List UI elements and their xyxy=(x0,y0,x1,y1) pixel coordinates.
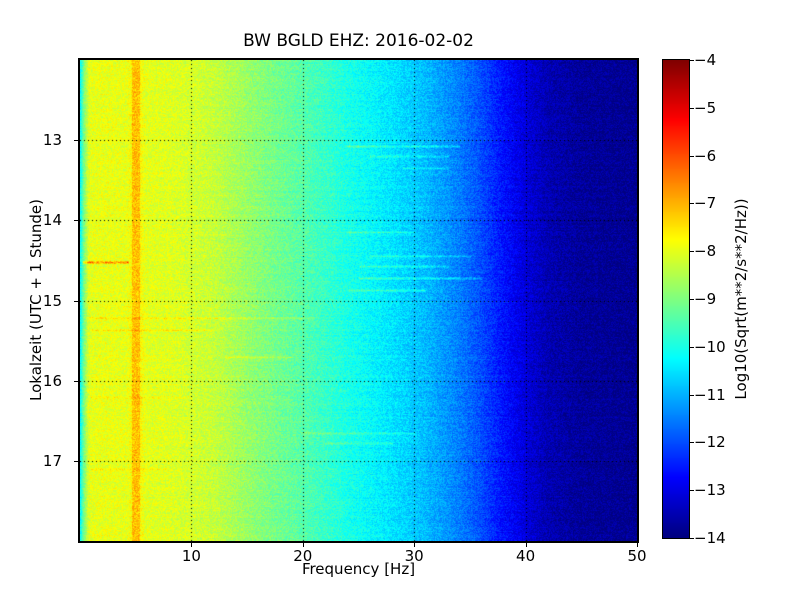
colorbar-tick-mark xyxy=(690,395,694,396)
colorbar-tick-label: −13 xyxy=(694,481,726,500)
x-tick-mark xyxy=(303,543,304,547)
y-tick-label: 14 xyxy=(42,211,62,230)
x-tick-label: 20 xyxy=(293,547,313,565)
colorbar-gradient-canvas xyxy=(663,60,689,538)
colorbar-tick-mark xyxy=(690,108,694,109)
colorbar-tick-mark xyxy=(690,490,694,491)
chart-title: BW BGLD EHZ: 2016-02-02 xyxy=(243,31,474,51)
colorbar-tick-mark xyxy=(690,442,694,443)
x-tick-label: 50 xyxy=(627,547,647,565)
x-tick-mark xyxy=(414,543,415,547)
y-tick-label: 17 xyxy=(42,451,62,470)
colorbar-tick-label: −6 xyxy=(694,146,717,165)
y-tick-mark xyxy=(74,301,78,302)
colorbar xyxy=(662,59,690,539)
colorbar-tick-mark xyxy=(690,251,694,252)
y-tick-label: 15 xyxy=(42,291,62,310)
y-tick-mark xyxy=(74,220,78,221)
x-tick-mark xyxy=(191,543,192,547)
spectrogram-heatmap-canvas xyxy=(80,60,637,541)
y-tick-label: 13 xyxy=(42,131,62,150)
colorbar-tick-label: −9 xyxy=(694,290,717,308)
colorbar-tick-label: −12 xyxy=(694,433,726,452)
x-tick-label: 30 xyxy=(404,547,424,565)
colorbar-tick-label: −5 xyxy=(694,98,717,117)
colorbar-tick-mark xyxy=(690,538,694,539)
colorbar-label: Log10(Sqrt(m**2/s**2/Hz)) xyxy=(732,198,750,400)
x-tick-mark xyxy=(526,543,527,547)
colorbar-tick-label: −10 xyxy=(694,337,726,356)
y-tick-mark xyxy=(74,140,78,141)
colorbar-tick-mark xyxy=(690,203,694,204)
colorbar-tick-label: −4 xyxy=(694,51,717,69)
colorbar-tick-label: −7 xyxy=(694,194,717,213)
colorbar-tick-mark xyxy=(690,60,694,61)
colorbar-tick-label: −8 xyxy=(694,242,717,261)
plot-area xyxy=(78,58,639,543)
y-tick-label: 16 xyxy=(42,371,62,390)
x-axis-label: Frequency [Hz] xyxy=(301,560,416,578)
colorbar-tick-mark xyxy=(690,347,694,348)
y-tick-mark xyxy=(74,381,78,382)
x-tick-mark xyxy=(637,543,638,547)
colorbar-tick-mark xyxy=(690,156,694,157)
x-tick-label: 40 xyxy=(516,547,536,565)
x-tick-label: 10 xyxy=(181,547,201,565)
colorbar-tick-label: −14 xyxy=(694,529,726,547)
colorbar-tick-mark xyxy=(690,299,694,300)
colorbar-tick-label: −11 xyxy=(694,385,726,404)
y-tick-mark xyxy=(74,461,78,462)
